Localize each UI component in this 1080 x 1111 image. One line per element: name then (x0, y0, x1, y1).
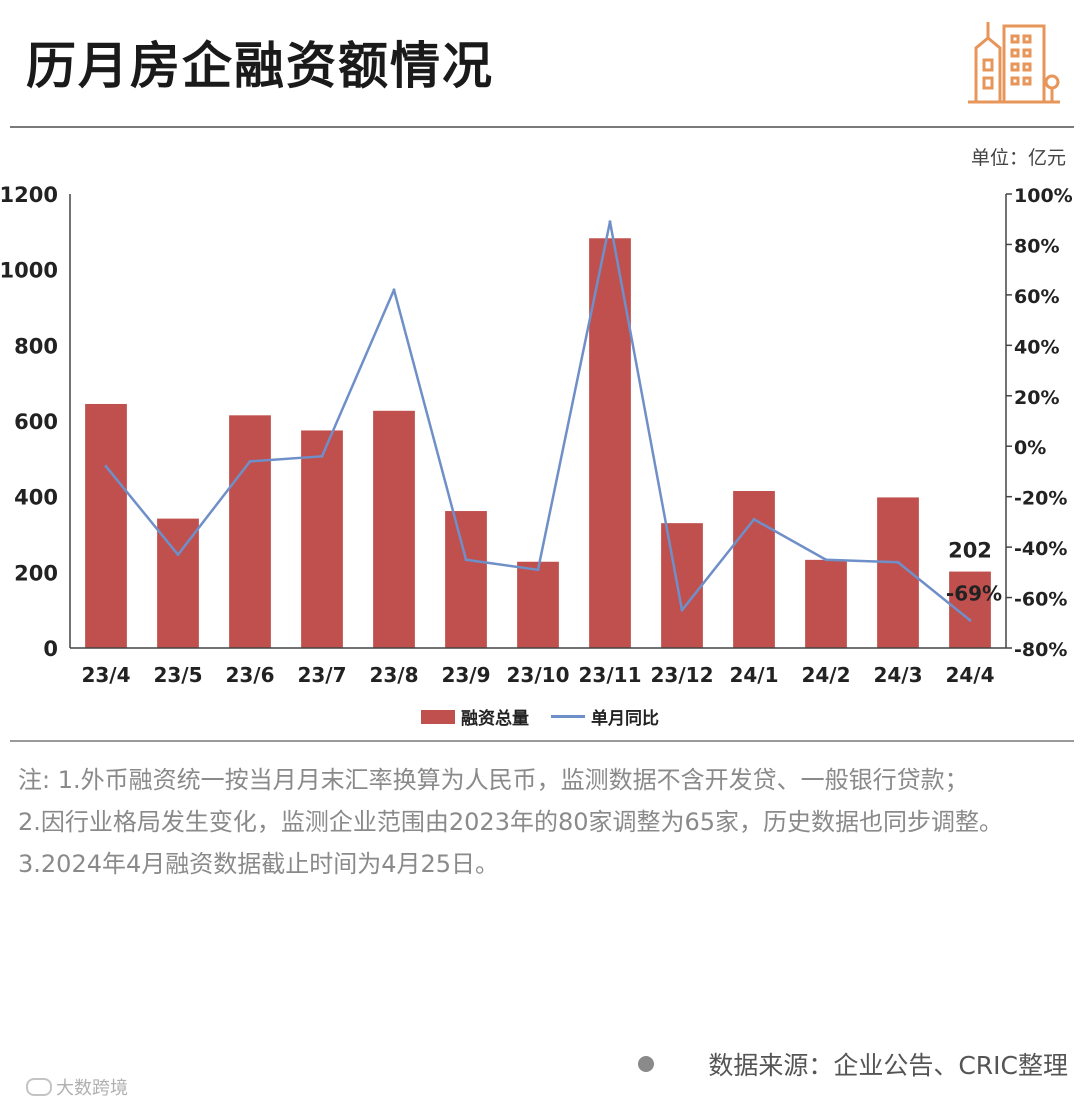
x-tick-label: 23/8 (369, 663, 418, 687)
left-tick-label: 800 (14, 334, 58, 358)
bar-23/7 (301, 430, 343, 648)
note-1: 注: 1.外币融资统一按当月月末汇率换算为人民币，监测数据不含开发贷、一般银行贷… (18, 766, 969, 794)
right-tick-label: -40% (1014, 538, 1067, 560)
right-tick-label: 40% (1014, 336, 1059, 358)
right-tick-label: 60% (1014, 286, 1059, 308)
right-tick-label: -20% (1014, 488, 1067, 510)
right-tick-label: 20% (1014, 387, 1059, 409)
bar-24/1 (733, 490, 775, 648)
x-tick-label: 23/6 (225, 663, 274, 687)
left-tick-label: 200 (14, 561, 58, 585)
unit-label: 单位：亿元 (970, 147, 1066, 169)
yoy-point-24/2 (824, 558, 828, 562)
left-tick-label: 400 (14, 486, 58, 510)
bar-23/12 (661, 523, 703, 648)
line-data-label: -69% (946, 581, 1002, 605)
source-line: 数据来源：企业公告、CRIC整理 (638, 1046, 1068, 1082)
notes-divider (10, 740, 1074, 742)
chart-title: 历月房企融资额情况 (26, 37, 494, 95)
yoy-point-23/6 (248, 459, 252, 463)
bar-data-label: 202 (948, 539, 992, 563)
x-tick-label: 24/1 (729, 663, 778, 687)
right-tick-label: 0% (1014, 437, 1046, 459)
source-text: 数据来源：企业公告、CRIC整理 (708, 1051, 1068, 1080)
left-tick-label: 600 (14, 410, 58, 434)
yoy-point-23/9 (464, 558, 468, 562)
note-3: 3.2024年4月融资数据截止时间为4月25日。 (18, 850, 500, 878)
yoy-point-23/5 (176, 553, 180, 557)
left-tick-label: 1200 (0, 183, 58, 207)
bar-series (85, 238, 991, 648)
financing-chart: 0 200 400 600 800 1000 1200 -80% -60% -40% -20% 0% 2… (0, 183, 1073, 687)
yoy-point-23/11 (608, 220, 612, 224)
x-tick-label: 24/2 (801, 663, 850, 687)
right-tick-label: -80% (1014, 639, 1067, 661)
x-tick-label: 23/12 (651, 663, 714, 687)
yoy-point-23/7 (320, 454, 324, 458)
bar-23/6 (229, 415, 271, 648)
chart-legend: 融资总量 单月同比 (0, 704, 1080, 729)
yoy-point-23/4 (104, 464, 108, 468)
left-tick-label: 1000 (0, 259, 58, 283)
bar-23/11 (589, 238, 631, 648)
x-tick-label: 24/4 (945, 663, 994, 687)
bar-23/4 (85, 403, 127, 648)
bullet-dot-icon (638, 1056, 655, 1072)
x-tick-label: 23/7 (297, 663, 346, 687)
x-tick-label: 23/10 (507, 663, 570, 687)
notes: 注: 1.外币融资统一按当月月末汇率换算为人民币，监测数据不含开发贷、一般银行贷… (18, 760, 1058, 886)
legend-item-line: 单月同比 (551, 704, 659, 729)
legend-label-line: 单月同比 (591, 709, 659, 729)
line-series (104, 220, 972, 622)
legend-item-bar: 融资总量 (421, 704, 529, 729)
legend-swatch-bar (421, 709, 455, 724)
left-tick-label: 0 (43, 637, 58, 661)
legend-swatch-line (551, 715, 585, 718)
yoy-point-24/3 (896, 560, 900, 564)
bar-23/8 (373, 410, 415, 648)
yoy-point-24/1 (752, 517, 756, 521)
data-labels: 202 -69% (946, 539, 1002, 606)
right-tick-label: 80% (1014, 235, 1059, 257)
right-tick-label: -60% (1014, 589, 1067, 611)
right-tick-label: 100% (1014, 185, 1073, 207)
yoy-point-23/12 (680, 608, 684, 612)
bar-24/2 (805, 559, 847, 648)
x-tick-label: 23/11 (579, 663, 642, 687)
x-tick-label: 24/3 (873, 663, 922, 687)
bar-23/10 (517, 561, 559, 648)
bar-23/9 (445, 511, 487, 648)
x-tick-label: 23/4 (81, 663, 130, 687)
header-divider (10, 126, 1074, 128)
yoy-point-23/8 (392, 288, 396, 292)
yoy-point-23/10 (536, 568, 540, 572)
note-2: 2.因行业格局发生变化，监测企业范围由2023年的80家调整为65家，历史数据也… (18, 808, 1004, 836)
watermark: 大数跨境 (26, 1074, 128, 1100)
bar-23/5 (157, 518, 199, 648)
watermark-text: 大数跨境 (56, 1078, 128, 1099)
yoy-point-24/4 (968, 618, 972, 622)
city-buildings-icon (968, 22, 1060, 104)
axes: 0 200 400 600 800 1000 1200 -80% -60% -40% -20% 0% 2… (0, 183, 1073, 687)
watermark-logo-icon (26, 1078, 52, 1096)
legend-label-bar: 融资总量 (461, 709, 529, 729)
x-tick-label: 23/9 (441, 663, 490, 687)
x-tick-label: 23/5 (153, 663, 202, 687)
